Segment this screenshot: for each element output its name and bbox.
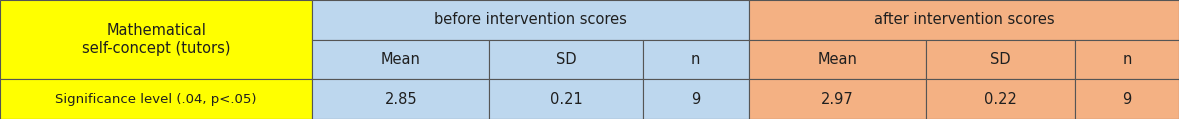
Text: 2.97: 2.97 <box>821 92 854 107</box>
Bar <box>489 40 643 79</box>
Bar <box>749 79 926 119</box>
Bar <box>643 40 749 79</box>
Text: n: n <box>1122 52 1132 67</box>
Text: Significance level (.04, p<.05): Significance level (.04, p<.05) <box>55 93 257 106</box>
Bar <box>643 79 749 119</box>
Bar <box>749 40 926 79</box>
Text: after intervention scores: after intervention scores <box>874 12 1054 27</box>
Bar <box>312 79 489 119</box>
Bar <box>489 79 643 119</box>
Text: Mathematical
self-concept (tutors): Mathematical self-concept (tutors) <box>83 23 230 56</box>
Bar <box>926 79 1075 119</box>
Bar <box>926 40 1075 79</box>
Bar <box>1075 79 1179 119</box>
Text: 0.22: 0.22 <box>984 92 1016 107</box>
Bar <box>312 40 489 79</box>
Text: before intervention scores: before intervention scores <box>434 12 627 27</box>
Bar <box>1075 40 1179 79</box>
Bar <box>0 0 312 79</box>
Text: Mean: Mean <box>381 52 421 67</box>
Text: Mean: Mean <box>817 52 857 67</box>
Bar <box>312 0 749 40</box>
Text: 2.85: 2.85 <box>384 92 417 107</box>
Text: n: n <box>691 52 700 67</box>
Text: SD: SD <box>990 52 1010 67</box>
Text: 0.21: 0.21 <box>549 92 582 107</box>
Bar <box>0 79 312 119</box>
Text: 9: 9 <box>1122 92 1132 107</box>
Text: 9: 9 <box>691 92 700 107</box>
Bar <box>749 0 1179 40</box>
Text: SD: SD <box>555 52 577 67</box>
